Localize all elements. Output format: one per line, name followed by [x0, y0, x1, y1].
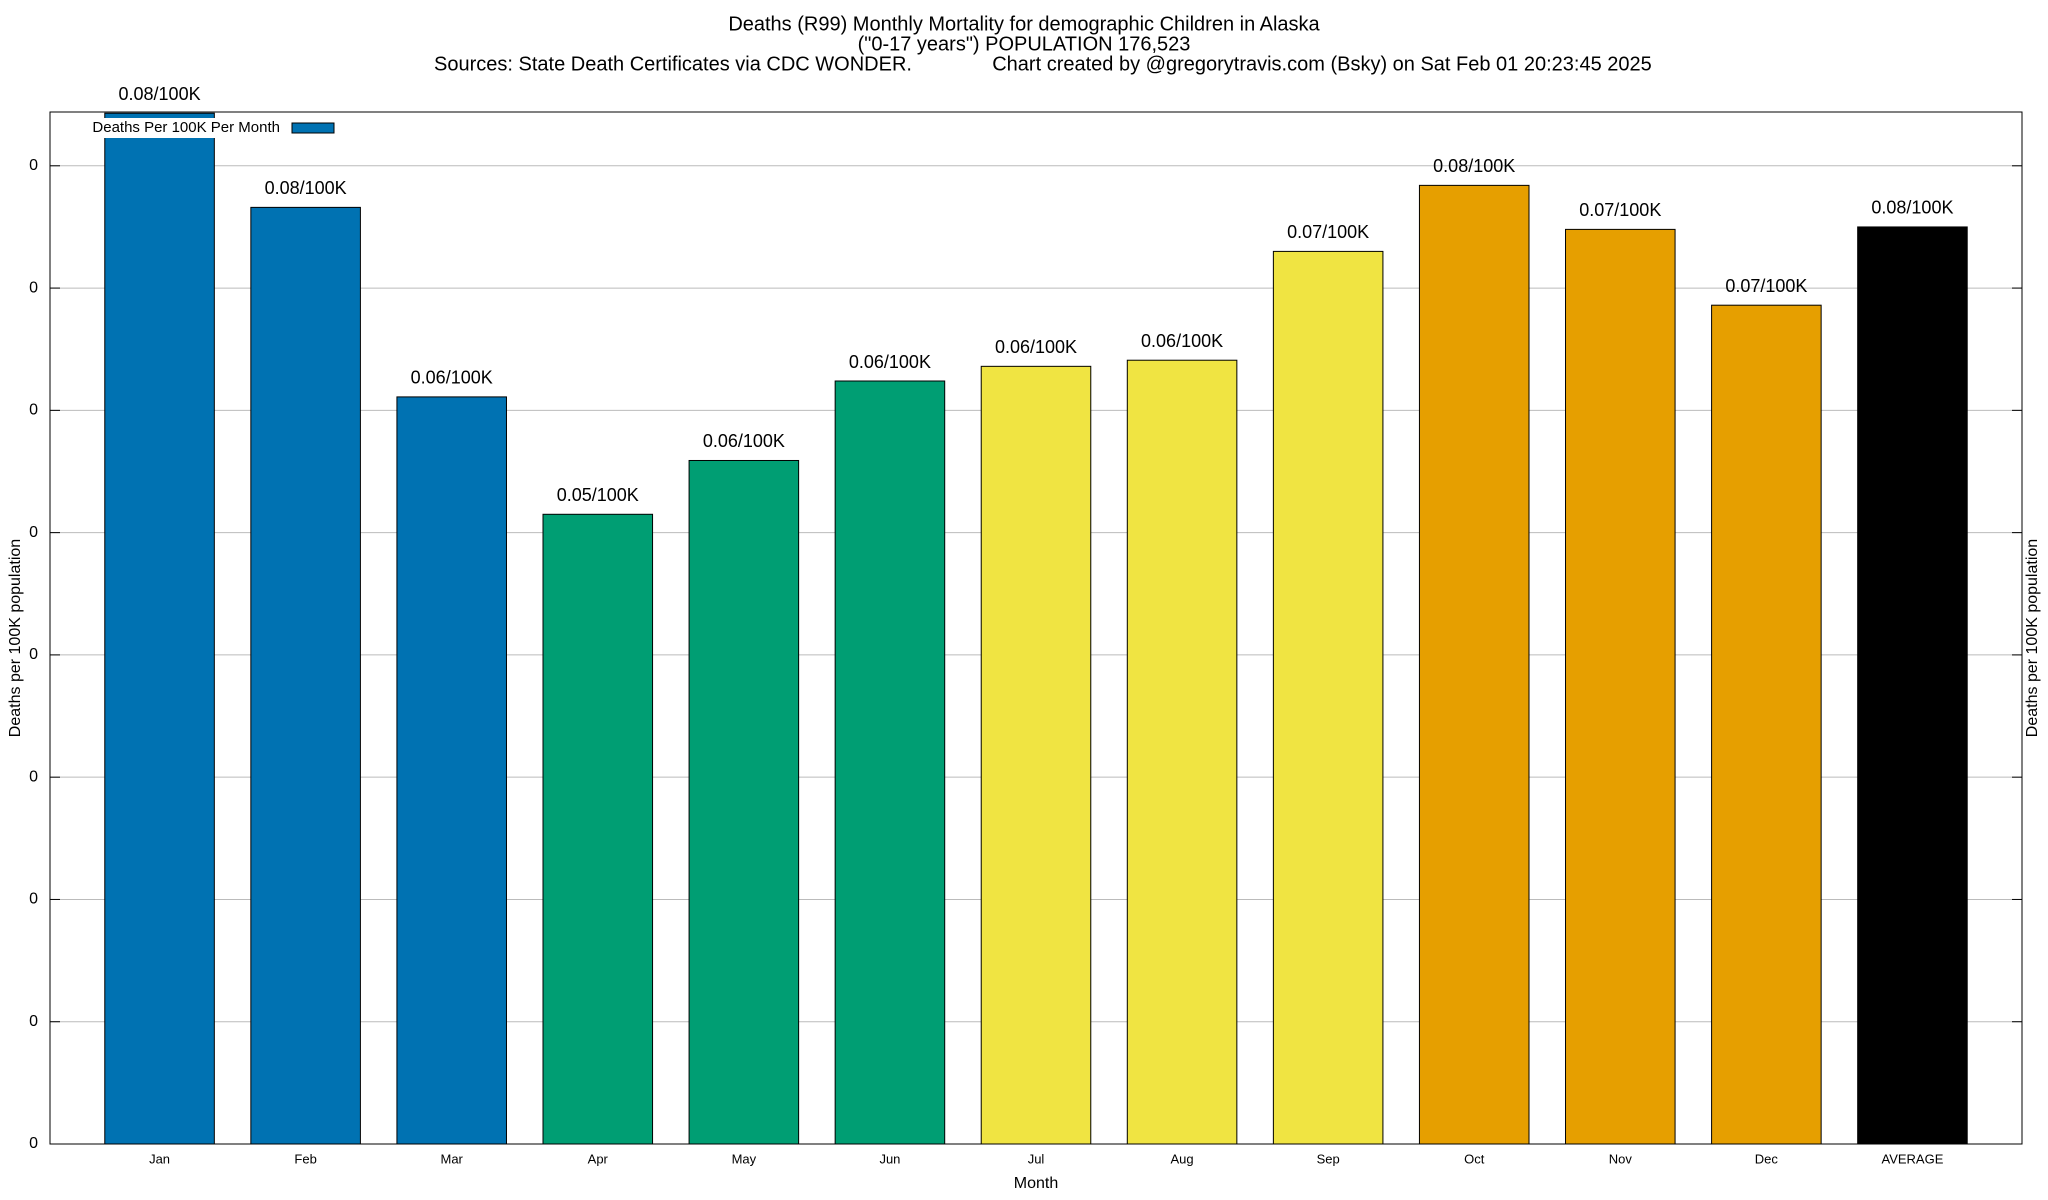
plot-frame — [49, 111, 2023, 1145]
x-tick-label: May — [732, 1151, 757, 1166]
value-label: 0.06/100K — [995, 337, 1077, 357]
legend-swatch — [291, 122, 335, 134]
x-tick-label: Jul — [1028, 1151, 1045, 1166]
x-tick-label: AVERAGE — [1881, 1151, 1943, 1166]
y2-axis-label: Deaths per 100K population — [2024, 539, 2041, 737]
x-tick-label: Jun — [879, 1151, 900, 1166]
x-tick-label: Aug — [1171, 1151, 1194, 1166]
y-tick-label: 0 — [29, 157, 38, 174]
bar — [688, 459, 800, 1145]
credit: Chart created by @gregorytravis.com (Bsk… — [992, 53, 1652, 75]
bar — [1272, 250, 1384, 1145]
bar — [1126, 359, 1238, 1145]
value-label: 0.08/100K — [265, 178, 347, 198]
y-tick-label: 0 — [29, 768, 38, 785]
x-tick-label: Sep — [1317, 1151, 1340, 1166]
x-axis-label: Month — [1014, 1175, 1058, 1192]
x-tick-label: Oct — [1464, 1151, 1485, 1166]
sources: Sources: State Death Certificates via CD… — [434, 53, 912, 75]
bar — [104, 112, 215, 1145]
bar — [250, 206, 361, 1145]
value-label: 0.05/100K — [557, 485, 639, 505]
bar — [1418, 184, 1530, 1145]
y-axis-label: Deaths per 100K population — [7, 539, 24, 737]
y-tick-label: 0 — [29, 1135, 38, 1152]
bar — [980, 365, 1092, 1145]
bar — [834, 380, 946, 1145]
value-label: 0.06/100K — [1141, 331, 1223, 351]
x-tick-label: Apr — [588, 1151, 609, 1166]
x-tick-label: Nov — [1609, 1151, 1633, 1166]
legend-bg — [80, 118, 350, 138]
value-label: 0.06/100K — [411, 368, 493, 388]
x-tick-label: Feb — [294, 1151, 316, 1166]
x-tick-label: Dec — [1755, 1151, 1779, 1166]
y-tick-label: 0 — [29, 279, 38, 296]
value-label: 0.08/100K — [1433, 156, 1515, 176]
value-label: 0.07/100K — [1725, 276, 1807, 296]
value-label: 0.08/100K — [1871, 198, 1953, 218]
bar — [542, 513, 654, 1145]
y-tick-label: 0 — [29, 646, 38, 663]
bar — [1857, 226, 1968, 1145]
x-tick-label: Jan — [149, 1151, 170, 1166]
y-tick-label: 0 — [29, 402, 38, 419]
value-label: 0.06/100K — [849, 352, 931, 372]
bar — [1711, 304, 1822, 1145]
chart-title: Deaths (R99) Monthly Mortality for demog… — [728, 13, 1320, 35]
x-tick-label: Mar — [441, 1151, 464, 1166]
legend-label: Deaths Per 100K Per Month — [92, 119, 280, 136]
y-tick-label: 0 — [29, 891, 38, 908]
y-tick-label: 0 — [29, 524, 38, 541]
value-label: 0.07/100K — [1287, 222, 1369, 242]
chart-subtitle: ("0-17 years") POPULATION 176,523 — [858, 33, 1191, 55]
value-label: 0.06/100K — [703, 431, 785, 451]
bar — [1565, 228, 1676, 1145]
y-tick-label: 0 — [29, 1013, 38, 1030]
bar — [396, 396, 507, 1145]
value-label: 0.07/100K — [1579, 200, 1661, 220]
value-label: 0.08/100K — [119, 84, 201, 104]
